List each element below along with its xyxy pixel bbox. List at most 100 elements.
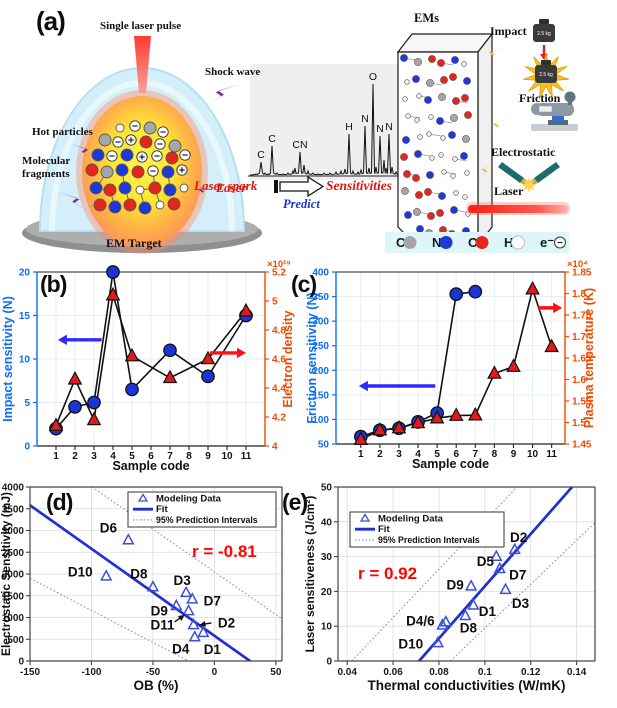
weight-cap: [539, 19, 549, 24]
crystal-atom: [414, 117, 420, 123]
atom-legend-ball: [511, 235, 525, 250]
data-point-triangle: [100, 569, 113, 581]
crystal-atom: [464, 111, 472, 119]
crystal-atom: [403, 170, 411, 178]
crystal-atom: [416, 93, 422, 99]
data-point-triangle: [431, 635, 444, 648]
data-point-triangle: [186, 592, 199, 604]
single-laser-pulse-label: Single laser pulse: [100, 20, 182, 32]
electrode-left-icon: [498, 162, 524, 183]
crystal-atom: [400, 54, 408, 62]
lightning-bolt-icon: [473, 163, 501, 180]
atom-particle: [108, 200, 122, 214]
laser-spark-label: Laser spark: [194, 178, 258, 193]
text-label: 350: [312, 292, 329, 303]
text-label: Friction sensitivity (N): [305, 292, 319, 423]
text-label: D8: [130, 567, 148, 582]
data-point-triangle: [188, 630, 201, 642]
electrostatic-test-label: Electrostatic: [491, 145, 556, 159]
crystal-atom: [428, 55, 436, 63]
data-point-triangle: [468, 406, 483, 421]
crystal-atom: [448, 131, 456, 139]
text-label: 4.4: [272, 384, 286, 395]
atom-particle: [155, 200, 165, 210]
atom-particle: [120, 148, 134, 162]
text-label: 7: [167, 451, 173, 462]
text-label: C: [257, 149, 265, 161]
data-point-triangle: [48, 417, 64, 431]
starburst-icon: [521, 177, 537, 193]
crystal-atom: [462, 194, 468, 200]
text-label: N: [361, 113, 369, 125]
friction-anvil: [548, 120, 568, 125]
text-label: 200: [312, 366, 329, 377]
atom-particle: [165, 151, 179, 165]
text-label: 2000: [2, 570, 25, 581]
data-point-circle: [449, 287, 464, 301]
text-label: D4: [172, 642, 190, 657]
panel-label-e: (e): [282, 489, 308, 515]
text-label: r = -0.81: [192, 542, 257, 561]
label-leader-arrowhead: [177, 614, 185, 621]
crystal-atom: [440, 135, 446, 141]
data-point-triangle: [187, 617, 200, 630]
text-label: N: [376, 123, 384, 135]
data-point-triangle: [467, 598, 480, 610]
crystal-atom: [438, 93, 446, 101]
text-label: r = 0.92: [358, 564, 417, 583]
friction-sample: [552, 113, 564, 121]
text-label: 11: [546, 449, 557, 460]
crystal-top-face: [396, 33, 494, 53]
text-label: 50: [270, 667, 282, 678]
text-label: 2: [72, 451, 78, 462]
crystal-atom: [465, 211, 471, 217]
data-point-triangle: [197, 625, 210, 638]
text-label: 4: [415, 449, 421, 460]
atom-particle: [115, 123, 125, 133]
crystal-atom: [463, 77, 471, 85]
data-point-triangle: [86, 411, 102, 426]
text-label: D9: [151, 603, 168, 618]
data-point-triangle: [391, 419, 407, 434]
text-label: D1: [204, 642, 222, 657]
text-label: 3: [91, 451, 97, 462]
data-point-triangle: [170, 598, 183, 611]
text-label: 0: [212, 667, 218, 678]
crystal-atom: [441, 169, 447, 175]
atom-particle: [163, 183, 177, 197]
text-label: D3: [512, 596, 530, 611]
shock-wave-label: Shock wave: [205, 66, 261, 78]
crystal-atom: [462, 135, 470, 143]
data-point-triangle: [182, 603, 195, 616]
weight-cap: [541, 60, 551, 65]
laser-beam-icon: [468, 205, 568, 213]
panel-label-c: (c): [291, 271, 317, 297]
text-label: ×10⁴: [567, 259, 588, 270]
text-label: 1: [358, 449, 364, 460]
text-label: 4: [110, 451, 116, 462]
text-label: 10: [19, 355, 31, 366]
text-label: 2.5 kg: [539, 72, 553, 78]
text-label: 1.7: [572, 332, 586, 343]
chart-c: 1 2 3 4 5 6 7 8 9 10 11 50 100 150 200 250 300 350 400 1.45…: [305, 259, 596, 471]
text-label: 95% Prediction Intervals: [156, 515, 258, 525]
text-label: H: [345, 121, 353, 133]
crystal-atom: [453, 190, 459, 196]
text-label: N: [432, 235, 441, 250]
atom-legend-ball: [403, 236, 417, 249]
text-label: 30: [321, 552, 333, 563]
text-label: Electrostatic Sensitivity (mJ): [0, 492, 13, 656]
crystal-atom: [464, 170, 470, 176]
text-label: 400: [312, 268, 329, 279]
data-point-circle: [201, 369, 215, 384]
crystal-atom: [414, 58, 422, 66]
text-label: 20: [321, 587, 333, 598]
text-label: 1.85: [572, 268, 592, 279]
axis-indicator-arrowhead: [57, 334, 67, 346]
arrow-start-bar: [274, 180, 278, 193]
text-label: 1.6: [572, 375, 586, 386]
data-point-triangle: [490, 549, 503, 562]
text-label: D6: [100, 521, 118, 536]
text-label: 2.5 kg: [537, 31, 551, 37]
crystal-atom: [415, 191, 423, 199]
